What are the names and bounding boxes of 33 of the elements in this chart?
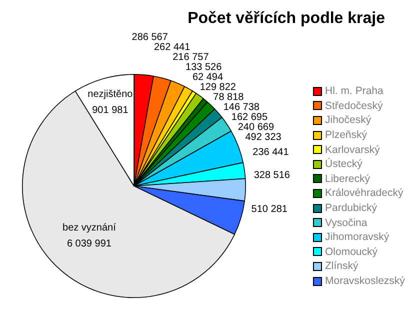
data-label: 328 516 (254, 170, 290, 181)
legend-label: Olomoucký (325, 246, 378, 258)
legend-label: Jihomoravský (325, 231, 390, 244)
legend-label: Moravskoslezský (325, 275, 405, 288)
data-label: 492 323 (245, 132, 282, 143)
data-label: 236 441 (252, 146, 290, 158)
legend-label: Hl. m. Praha (325, 85, 384, 98)
data-label: 162 695 (231, 112, 268, 123)
data-label: 133 526 (186, 62, 222, 73)
data-label: 78 818 (213, 92, 244, 103)
legend-label: Jihočeský (325, 114, 372, 126)
slice-label: bez vyznání (62, 222, 116, 234)
data-label: 901 981 (92, 105, 129, 116)
legend-label: Plzeňský (325, 129, 368, 142)
legend-label: Liberecký (325, 172, 370, 185)
data-label: 129 822 (200, 82, 236, 93)
data-label: 262 441 (154, 42, 191, 53)
data-label: 510 281 (251, 204, 288, 215)
data-label: 240 669 (238, 122, 274, 133)
data-label: 62 494 (192, 72, 224, 83)
data-label: 146 738 (223, 102, 260, 113)
legend-label: Zlínský (325, 260, 358, 272)
data-label: 6 039 991 (66, 238, 112, 250)
chart-title: Počet věřících podle kraje (188, 10, 385, 28)
legend-label: Karlovarský (325, 144, 380, 156)
slice-label: nezjištěno (88, 89, 134, 100)
legend-label: Středočeský (325, 100, 383, 112)
data-label: 216 757 (172, 52, 210, 63)
data-label: 286 567 (132, 32, 168, 43)
legend-label: Ústecký (325, 158, 362, 170)
legend-label: Pardubický (325, 202, 377, 214)
legend-label: Královéhradecký (325, 187, 404, 200)
legend-label: Vysočina (325, 216, 368, 229)
